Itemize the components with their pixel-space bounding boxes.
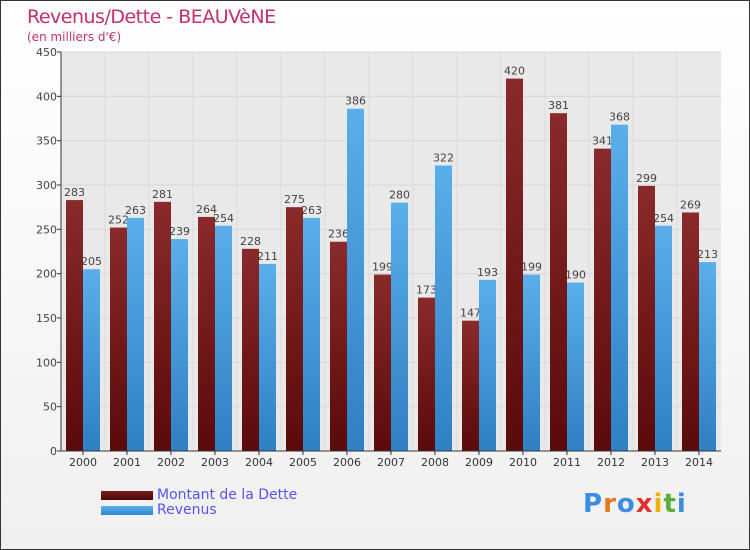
bar-revenus-2001 (127, 217, 144, 451)
bar-revenus-2014 (699, 262, 716, 451)
legend-label-dette: Montant de la Dette (157, 487, 298, 503)
data-label: 281 (152, 188, 173, 201)
data-label: 280 (389, 189, 410, 202)
data-label: 147 (460, 307, 481, 320)
data-label: 368 (609, 111, 630, 124)
data-label: 252 (108, 214, 129, 227)
data-label: 236 (328, 228, 349, 241)
data-label: 263 (125, 204, 146, 217)
chart-title: Revenus/Dette - BEAUVèNE (27, 6, 276, 28)
data-label: 386 (345, 95, 366, 108)
data-label: 322 (433, 151, 454, 164)
data-label: 263 (301, 204, 322, 217)
bar-dette-2008 (418, 297, 435, 451)
x-tick-label: 2006 (333, 456, 361, 469)
x-tick-label: 2012 (597, 456, 625, 469)
bar-dette-2011 (550, 113, 567, 452)
x-tick-label: 2007 (377, 456, 405, 469)
x-tick-label: 2000 (69, 456, 97, 469)
data-label: 283 (64, 186, 85, 199)
bar-dette-2000 (66, 200, 83, 451)
x-tick-label: 2005 (289, 456, 317, 469)
data-label: 275 (284, 193, 305, 206)
bar-revenus-2008 (435, 165, 452, 451)
x-tick-label: 2009 (465, 456, 493, 469)
x-tick-label: 2001 (113, 456, 141, 469)
data-label: 173 (416, 284, 437, 297)
data-label: 341 (592, 135, 613, 148)
bar-dette-2009 (462, 320, 479, 451)
data-label: 211 (257, 250, 278, 263)
x-tick-label: 2013 (641, 456, 669, 469)
y-tick-label: 150 (36, 312, 57, 325)
bar-dette-2005 (286, 207, 303, 451)
x-tick-label: 2002 (157, 456, 185, 469)
data-label: 199 (521, 261, 542, 274)
x-tick-label: 2008 (421, 456, 449, 469)
data-label: 228 (240, 235, 261, 248)
y-tick-label: 100 (36, 356, 57, 369)
legend-label-revenus: Revenus (157, 502, 217, 518)
y-tick-label: 250 (36, 223, 57, 236)
data-label: 381 (548, 99, 569, 112)
y-tick-label: 0 (50, 445, 57, 458)
bar-revenus-2000 (83, 269, 100, 451)
chart-subtitle: (en milliers d'€) (27, 30, 122, 44)
legend-item-revenus: Revenus (101, 502, 217, 518)
legend-swatch-dette (101, 490, 153, 500)
proxiti-logo: Proxiti (583, 489, 687, 519)
x-tick-label: 2003 (201, 456, 229, 469)
bar-revenus-2003 (215, 225, 232, 451)
y-tick-label: 400 (36, 90, 57, 103)
legend-swatch-revenus (101, 505, 153, 515)
y-tick-label: 350 (36, 135, 57, 148)
legend-item-dette: Montant de la Dette (101, 487, 297, 503)
y-tick-label: 50 (43, 401, 57, 414)
bar-revenus-2002 (171, 239, 188, 451)
bar-dette-2006 (330, 241, 347, 451)
bar-dette-2002 (154, 201, 171, 451)
bar-dette-2001 (110, 227, 127, 451)
x-tick-label: 2010 (509, 456, 537, 469)
x-tick-label: 2011 (553, 456, 581, 469)
data-label: 239 (169, 225, 190, 238)
data-label: 269 (680, 198, 701, 211)
x-tick-label: 2014 (685, 456, 713, 469)
data-label: 254 (653, 212, 674, 225)
data-label: 213 (697, 248, 718, 261)
bar-revenus-2013 (655, 225, 672, 451)
bar-dette-2003 (198, 216, 215, 451)
data-label: 190 (565, 269, 586, 282)
bar-dette-2010 (506, 78, 523, 451)
x-tick-label: 2004 (245, 456, 273, 469)
bar-revenus-2005 (303, 217, 320, 451)
data-label: 264 (196, 203, 217, 216)
y-tick-label: 200 (36, 268, 57, 281)
bar-revenus-2010 (523, 274, 540, 451)
data-label: 299 (636, 172, 657, 185)
data-label: 193 (477, 266, 498, 279)
y-tick-label: 450 (36, 46, 57, 59)
data-label: 254 (213, 212, 234, 225)
bar-dette-2012 (594, 148, 611, 451)
bar-dette-2013 (638, 185, 655, 452)
bar-revenus-2006 (347, 108, 364, 451)
bar-dette-2004 (242, 248, 259, 451)
bar-dette-2014 (682, 212, 699, 451)
bar-revenus-2007 (391, 202, 408, 451)
bar-revenus-2012 (611, 124, 628, 451)
data-label: 420 (504, 65, 525, 78)
bar-dette-2007 (374, 274, 391, 451)
y-tick-label: 300 (36, 179, 57, 192)
data-label: 199 (372, 261, 393, 274)
bar-revenus-2009 (479, 279, 496, 451)
bar-revenus-2011 (567, 282, 584, 451)
bar-revenus-2004 (259, 263, 276, 451)
data-label: 205 (81, 255, 102, 268)
